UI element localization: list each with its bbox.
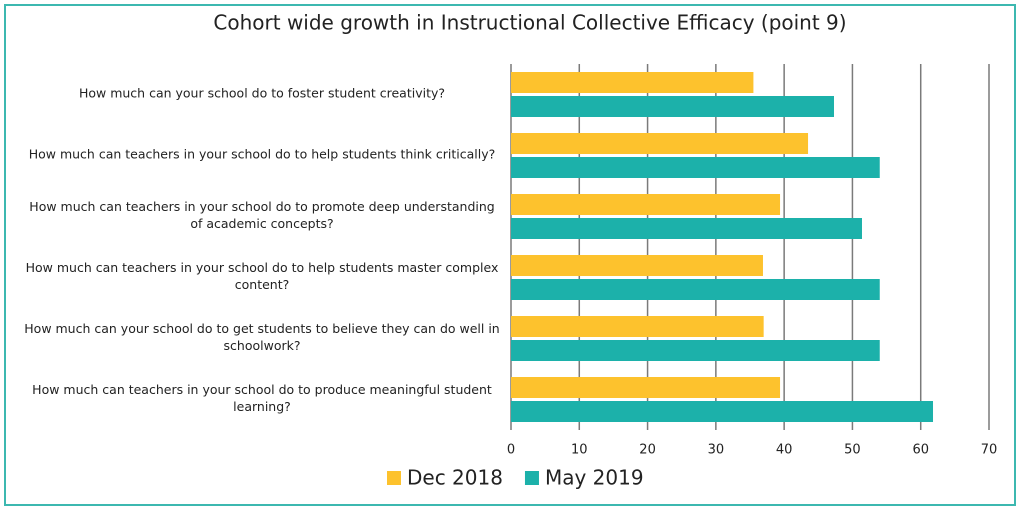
x-tick-label: 60	[912, 443, 929, 458]
chart-border	[4, 4, 1016, 506]
x-tick-label: 20	[639, 443, 656, 458]
bar	[511, 218, 862, 239]
bar	[511, 316, 764, 337]
y-tick-label: How much can your school do to get stude…	[24, 320, 500, 353]
bar	[511, 401, 934, 422]
x-tick-label: 30	[708, 443, 725, 458]
x-tick-label: 50	[844, 443, 861, 458]
y-tick-label: How much can your school do to foster st…	[78, 85, 446, 100]
legend-swatch	[387, 471, 401, 485]
bar	[511, 96, 834, 117]
y-tick-label: How much can teachers in your school do …	[28, 146, 496, 161]
legend-swatch	[524, 471, 539, 485]
x-tick-label: 0	[507, 443, 515, 458]
chart-title: Cohort wide growth in Instructional Coll…	[213, 11, 846, 35]
y-tick-label: How much can teachers in your school do …	[29, 198, 495, 231]
bar	[511, 340, 880, 361]
bar	[511, 279, 880, 300]
bar	[511, 72, 754, 93]
bar	[511, 377, 781, 398]
x-tick-label: 40	[776, 443, 793, 458]
y-tick-label: How much can teachers in your school do …	[25, 259, 499, 292]
y-tick-label: How much can teachers in your school do …	[32, 381, 492, 414]
bar	[511, 255, 763, 276]
bar	[511, 194, 781, 215]
bar	[511, 157, 880, 178]
x-tick-label: 70	[981, 443, 998, 458]
legend-label: Dec 2018	[407, 466, 503, 490]
legend-label: May 2019	[545, 466, 644, 490]
x-tick-label: 10	[571, 443, 588, 458]
bar	[511, 133, 809, 154]
